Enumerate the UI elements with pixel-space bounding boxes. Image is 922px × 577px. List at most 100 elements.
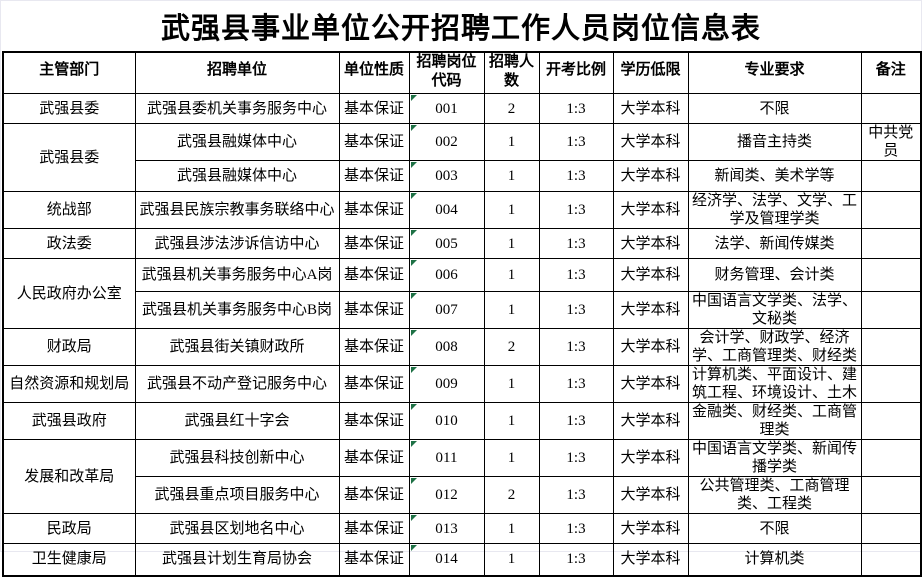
cell-major: 法学、新闻传媒类 [687,228,862,259]
cell-ratio: 1:3 [538,160,614,192]
cell-unit: 武强县不动产登记服务中心 [134,365,340,403]
cell-ratio: 1:3 [538,191,614,229]
positions-table: 主管部门 招聘单位 单位性质 招聘岗位代码 招聘人数 开考比例 学历低限 专业要… [2,51,922,577]
cell-count: 2 [483,328,540,366]
table-header-row: 主管部门 招聘单位 单位性质 招聘岗位代码 招聘人数 开考比例 学历低限 专业要… [2,51,922,94]
cell-education: 大学本科 [612,93,689,124]
cell-nature: 基本保证 [338,191,410,229]
cell-dept: 财政局 [2,328,136,366]
cell-education: 大学本科 [612,439,689,477]
text-format-marker-icon [410,330,417,336]
cell-education: 大学本科 [612,291,689,329]
text-format-marker-icon [410,441,417,447]
cell-unit: 武强县民族宗教事务联络中心 [134,191,340,229]
cell-nature: 基本保证 [338,160,410,192]
cell-unit: 武强县涉法涉诉信访中心 [134,228,340,259]
cell-count: 2 [483,476,540,514]
cell-nature: 基本保证 [338,543,410,576]
cell-dept: 武强县政府 [2,402,136,440]
col-header-dept: 主管部门 [2,51,136,94]
cell-count: 1 [483,513,540,544]
table-row: 武强县机关事务服务中心B岗 基本保证 007 1 1:3 大学本科 中国语言文学… [3,291,922,329]
col-header-note: 备注 [860,51,922,94]
cell-nature: 基本保证 [338,476,410,514]
cell-education: 大学本科 [612,191,689,229]
cell-unit: 武强县区划地名中心 [134,513,340,544]
cell-major: 计算机类、平面设计、建筑工程、环境设计、土木 [687,365,862,403]
cell-ratio: 1:3 [538,476,614,514]
cell-nature: 基本保证 [338,291,410,329]
cell-education: 大学本科 [612,328,689,366]
cell-unit: 武强县科技创新中心 [134,439,340,477]
text-format-marker-icon [410,293,417,299]
cell-education: 大学本科 [612,513,689,544]
col-header-major: 专业要求 [687,51,862,94]
cell-count: 2 [483,93,540,124]
table-row: 武强县融媒体中心 基本保证 003 1 1:3 大学本科 新闻类、美术学等 [3,160,922,192]
cell-major: 中国语言文学类、新闻传播学类 [687,439,862,477]
cell-unit: 武强县街关镇财政所 [134,328,340,366]
col-header-count: 招聘人数 [483,51,540,94]
text-format-marker-icon [410,193,417,199]
cell-major: 计算机类 [687,543,862,576]
cell-major: 不限 [687,513,862,544]
cell-nature: 基本保证 [338,365,410,403]
cell-unit: 武强县融媒体中心 [134,160,340,192]
col-header-education: 学历低限 [612,51,689,94]
cell-major: 金融类、财经类、工商管理类 [687,402,862,440]
cell-code: 011 [408,439,485,477]
table-row: 武强县重点项目服务中心 基本保证 012 2 1:3 大学本科 公共管理类、工商… [3,476,922,514]
page-title: 武强县事业单位公开招聘工作人员岗位信息表 [160,13,761,45]
text-format-marker-icon [410,367,417,373]
cell-note [860,93,922,124]
cell-count: 1 [483,291,540,329]
cell-dept: 武强县委 [2,123,136,192]
table-row: 政法委 武强县涉法涉诉信访中心 基本保证 005 1 1:3 大学本科 法学、新… [2,228,922,259]
cell-ratio: 1:3 [538,439,614,477]
cell-ratio: 1:3 [538,291,614,329]
cell-education: 大学本科 [612,123,689,161]
cell-note [860,513,922,544]
text-format-marker-icon [410,404,417,410]
cell-code: 008 [408,328,485,366]
cell-note [860,258,922,292]
cell-nature: 基本保证 [338,123,410,161]
table-row: 武强县委 武强县委机关事务服务中心 基本保证 001 2 1:3 大学本科 不限 [2,93,922,124]
cell-unit: 武强县融媒体中心 [134,123,340,161]
table-row: 卫生健康局 武强县计划生育局协会 基本保证 014 1 1:3 大学本科 计算机… [2,543,922,576]
text-format-marker-icon [410,95,417,101]
cell-note [860,291,922,329]
table-row: 武强县委 武强县融媒体中心 基本保证 002 1 1:3 大学本科 播音主持类 … [2,123,922,192]
cell-count: 1 [483,123,540,161]
cell-code: 014 [408,543,485,576]
cell-code: 012 [408,476,485,514]
cell-education: 大学本科 [612,476,689,514]
cell-education: 大学本科 [612,160,689,192]
cell-dept: 卫生健康局 [2,543,136,576]
table-row: 人民政府办公室 武强县机关事务服务中心A岗 基本保证 006 1 1:3 大学本… [2,258,922,329]
cell-education: 大学本科 [612,258,689,292]
cell-major: 经济学、法学、文学、工学及管理学类 [687,191,862,229]
cell-code: 009 [408,365,485,403]
cell-ratio: 1:3 [538,93,614,124]
cell-unit: 武强县红十字会 [134,402,340,440]
cell-ratio: 1:3 [538,513,614,544]
cell-ratio: 1:3 [538,328,614,366]
cell-dept: 自然资源和规划局 [2,365,136,403]
cell-education: 大学本科 [612,365,689,403]
cell-ratio: 1:3 [538,123,614,161]
cell-ratio: 1:3 [538,543,614,576]
cell-unit: 武强县机关事务服务中心B岗 [134,291,340,329]
cell-major: 中国语言文学类、法学、文秘类 [687,291,862,329]
table-row: 自然资源和规划局 武强县不动产登记服务中心 基本保证 009 1 1:3 大学本… [2,365,922,403]
text-format-marker-icon [410,478,417,484]
cell-nature: 基本保证 [338,228,410,259]
cell-code: 007 [408,291,485,329]
table-row: 财政局 武强县街关镇财政所 基本保证 008 2 1:3 大学本科 会计学、财政… [2,328,922,366]
cell-note: 中共党员 [860,123,922,161]
cell-code: 013 [408,513,485,544]
cell-major: 财务管理、会计类 [687,258,862,292]
cell-note [860,365,922,403]
cell-ratio: 1:3 [538,365,614,403]
cell-count: 1 [483,365,540,403]
